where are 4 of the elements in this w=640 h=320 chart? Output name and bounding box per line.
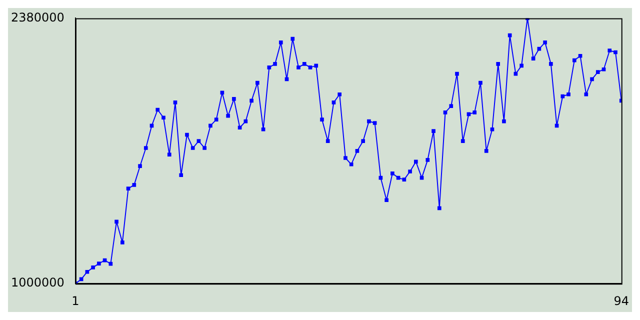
y-tick-label: 1000000 [10,276,64,290]
y-tick-label: 2380000 [10,10,64,24]
x-tick-label: 94 [614,294,630,308]
x-tick-label: 1 [72,294,80,308]
